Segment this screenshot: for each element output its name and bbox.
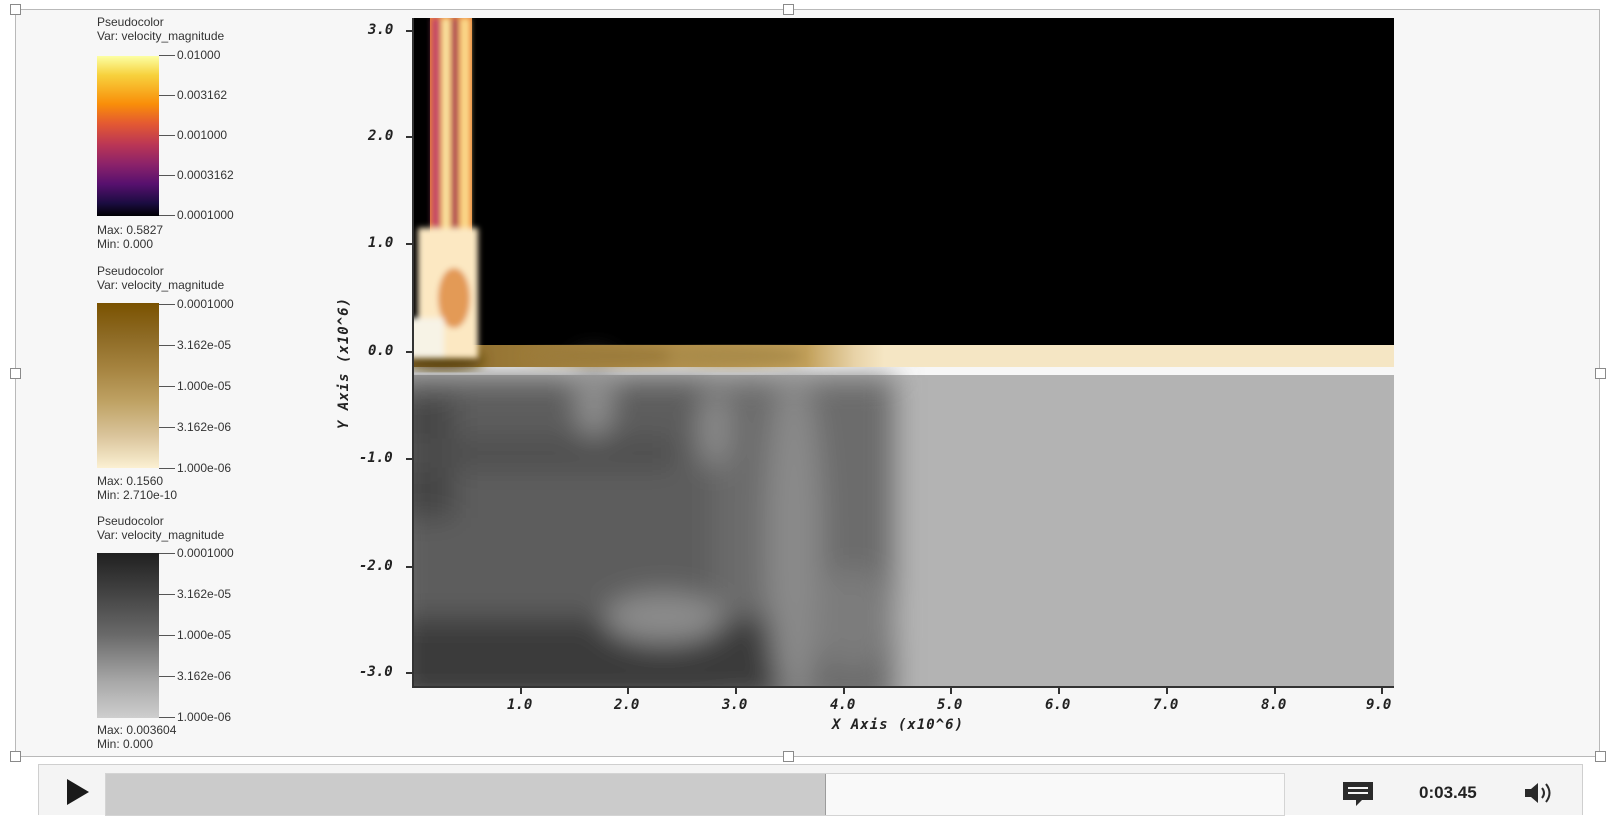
legend-2-min: Min: 2.710e-10 [97, 488, 178, 502]
legend-3-tick: 1.000e-05 [159, 628, 231, 642]
y-tick-mark [406, 136, 412, 138]
x-tick-label: 7.0 [1153, 697, 1179, 713]
y-tick-mark [406, 243, 412, 245]
legend-variable: Var: velocity_magnitude [97, 528, 225, 542]
x-axis-line [412, 686, 1394, 688]
y-tick-label: 3.0 [368, 22, 394, 38]
y-tick-mark [406, 351, 412, 353]
legend-1-tick: 0.0003162 [159, 168, 234, 182]
play-icon [67, 779, 89, 805]
volume-button[interactable] [1523, 779, 1559, 807]
legend-2-tick: 0.0001000 [159, 297, 234, 311]
captions-icon [1343, 782, 1373, 806]
resize-handle-bottom-middle[interactable] [783, 751, 794, 762]
legend-1-min: Min: 0.000 [97, 237, 154, 251]
playback-time: 0:03.45 [1419, 783, 1477, 802]
play-button[interactable] [57, 777, 97, 807]
x-tick-mark [1381, 688, 1383, 694]
legend-1-tick: 0.003162 [159, 88, 227, 102]
x-tick-label: 3.0 [722, 697, 748, 713]
legend-1-tick: 0.001000 [159, 128, 227, 142]
x-tick-label: 4.0 [830, 697, 856, 713]
legend-1-tick: 0.0001000 [159, 208, 234, 222]
pseudocolor-plot [414, 18, 1394, 688]
legend-1-tick: 0.01000 [159, 48, 220, 62]
legend-3-colorbar [97, 553, 159, 718]
video-controls: 0:03.45 [38, 764, 1583, 816]
x-tick-mark [627, 688, 629, 694]
legend-1-colorbar [97, 56, 159, 216]
legend-2-tick: 3.162e-06 [159, 420, 231, 434]
legend-3-max: Max: 0.003604 [97, 723, 177, 737]
x-tick-label: 5.0 [937, 697, 963, 713]
legend-3-header: Pseudocolor Var: velocity_magnitude [97, 514, 224, 542]
y-tick-label: 0.0 [368, 343, 394, 359]
x-tick-mark [950, 688, 952, 694]
plot-canvas [414, 18, 1394, 688]
legend-1-header: Pseudocolor Var: velocity_magnitude [97, 15, 224, 43]
upper-region [414, 18, 1394, 355]
resize-handle-middle-right[interactable] [1595, 368, 1606, 379]
x-tick-label: 8.0 [1261, 697, 1287, 713]
x-tick-mark [1274, 688, 1276, 694]
x-tick-mark [1058, 688, 1060, 694]
resize-handle-top-middle[interactable] [783, 4, 794, 15]
resize-handle-bottom-right[interactable] [1595, 751, 1606, 762]
legend-variable: Var: velocity_magnitude [97, 278, 225, 292]
x-axis-title: X Axis (x10^6) [832, 717, 965, 733]
legend-2-header: Pseudocolor Var: velocity_magnitude [97, 264, 224, 292]
legend-1-max: Max: 0.5827 [97, 223, 164, 237]
y-tick-label: -2.0 [359, 558, 393, 574]
captions-button[interactable] [1342, 781, 1374, 807]
y-tick-mark [406, 458, 412, 460]
progress-bar-fill [106, 774, 826, 815]
legend-3-tick: 3.162e-06 [159, 669, 231, 683]
legend-title: Pseudocolor [97, 15, 164, 29]
resize-handle-top-left[interactable] [10, 4, 21, 15]
y-axis-line [412, 18, 414, 688]
y-tick-label: -3.0 [359, 664, 393, 680]
x-tick-label: 2.0 [614, 697, 640, 713]
y-tick-label: 2.0 [368, 128, 394, 144]
lower-turbulence [414, 358, 894, 688]
x-tick-mark [520, 688, 522, 694]
x-tick-mark [1166, 688, 1168, 694]
resize-handle-middle-left[interactable] [10, 368, 21, 379]
volume-icon [1525, 783, 1551, 803]
y-tick-mark [406, 672, 412, 674]
legend-2-max: Max: 0.1560 [97, 474, 164, 488]
legend-title: Pseudocolor [97, 264, 164, 278]
legend-title: Pseudocolor [97, 514, 164, 528]
y-tick-label: -1.0 [359, 450, 393, 466]
legend-variable: Var: velocity_magnitude [97, 29, 225, 43]
x-tick-mark [843, 688, 845, 694]
x-tick-mark [735, 688, 737, 694]
legend-3-min: Min: 0.000 [97, 737, 154, 751]
legend-3-tick: 1.000e-06 [159, 710, 231, 724]
resize-handle-bottom-left[interactable] [10, 751, 21, 762]
y-tick-label: 1.0 [368, 235, 394, 251]
x-tick-label: 1.0 [507, 697, 533, 713]
legend-2-tick: 1.000e-05 [159, 379, 231, 393]
x-tick-label: 9.0 [1366, 697, 1392, 713]
y-tick-mark [406, 566, 412, 568]
progress-bar[interactable] [105, 773, 1285, 816]
legend-3-tick: 3.162e-05 [159, 587, 231, 601]
legend-2-tick: 1.000e-06 [159, 461, 231, 475]
hot-plume [414, 18, 478, 358]
x-tick-label: 6.0 [1045, 697, 1071, 713]
legend-3-tick: 0.0001000 [159, 546, 234, 560]
legend-2-tick: 3.162e-05 [159, 338, 231, 352]
y-axis-title: Y Axis (x10^6) [336, 296, 353, 430]
legend-2-colorbar [97, 303, 159, 468]
y-tick-mark [406, 30, 412, 32]
